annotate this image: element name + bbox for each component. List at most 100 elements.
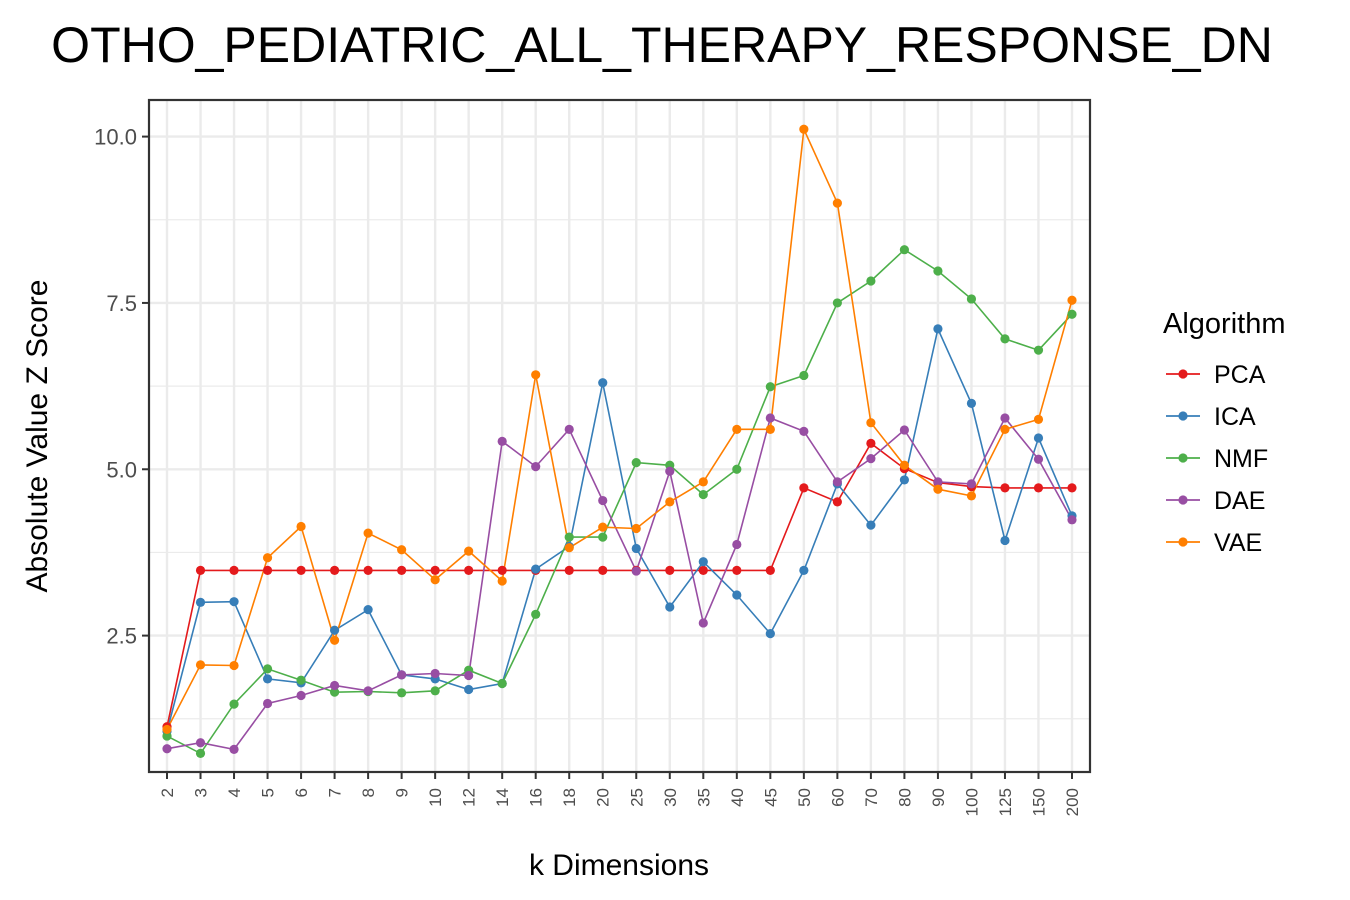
axis-ticks: 2.55.07.510.02 3 4 5 6 7 8 9 10 12 14 16 18 20 25 30 35 4… <box>94 125 1082 817</box>
point-vae-4 <box>229 660 239 671</box>
x-tick-label-90: 90 <box>929 788 948 807</box>
point-dae-90 <box>933 477 943 487</box>
point-dae-10 <box>430 668 440 679</box>
point-ica-16 <box>531 564 541 574</box>
point-pca-35 <box>698 565 708 576</box>
legend-label-dae: DAE <box>1214 487 1265 515</box>
point-vae-45 <box>765 424 775 434</box>
point-nmf-80 <box>899 245 910 255</box>
x-tick-label-4: 4 <box>225 788 244 797</box>
x-tick-label-7: 7 <box>326 788 345 797</box>
point-dae-50 <box>799 426 809 436</box>
series-line-ica <box>166 326 1073 732</box>
point-dae-125 <box>1000 413 1010 423</box>
x-tick-label-70: 70 <box>862 788 881 807</box>
point-ica-30 <box>665 602 675 612</box>
point-dae-18 <box>564 424 574 434</box>
legend-key-point-ica <box>1178 411 1188 421</box>
x-tick-label-100: 100 <box>962 788 981 816</box>
point-ica-50 <box>799 565 809 576</box>
point-dae-30 <box>665 466 675 476</box>
series-line-dae <box>166 416 1073 751</box>
chart-title: OTHO_PEDIATRIC_ALL_THERAPY_RESPONSE_DN <box>51 17 1273 73</box>
point-vae-14 <box>497 576 507 586</box>
legend: Algorithm PCA ICA NMF DAE VAE <box>1163 308 1286 557</box>
point-dae-40 <box>732 539 742 550</box>
point-ica-70 <box>866 520 876 530</box>
point-vae-18 <box>564 543 574 553</box>
point-vae-2 <box>162 724 172 735</box>
point-dae-12 <box>464 670 474 681</box>
point-nmf-10 <box>430 686 440 696</box>
x-tick-label-25: 25 <box>627 788 646 807</box>
y-tick-label-0: 2.5 <box>106 624 137 649</box>
x-tick-label-10: 10 <box>426 788 445 807</box>
point-dae-16 <box>531 462 541 472</box>
point-dae-3 <box>195 738 206 748</box>
point-vae-25 <box>631 523 641 534</box>
point-nmf-70 <box>866 276 876 286</box>
series-lines <box>166 126 1073 755</box>
point-nmf-16 <box>531 609 541 619</box>
point-ica-40 <box>732 590 742 600</box>
y-tick-label-2: 7.5 <box>106 291 137 316</box>
point-pca-200 <box>1067 483 1077 493</box>
point-dae-9 <box>397 670 407 680</box>
point-vae-20 <box>598 522 608 532</box>
point-nmf-125 <box>1000 334 1010 344</box>
point-ica-25 <box>631 543 641 554</box>
point-nmf-200 <box>1067 309 1077 319</box>
x-tick-label-8: 8 <box>359 788 378 797</box>
point-vae-100 <box>966 491 977 501</box>
point-ica-12 <box>464 684 474 695</box>
point-pca-10 <box>430 565 440 576</box>
point-nmf-60 <box>832 298 842 308</box>
point-nmf-14 <box>497 678 507 689</box>
point-dae-70 <box>866 454 876 464</box>
legend-key-point-pca <box>1178 369 1188 379</box>
x-tick-label-16: 16 <box>527 788 546 807</box>
plot-panel-border <box>147 98 1092 774</box>
point-vae-125 <box>1000 424 1010 434</box>
series-points <box>162 124 1077 758</box>
point-dae-20 <box>598 495 608 506</box>
legend-key-point-nmf <box>1178 453 1188 463</box>
point-dae-80 <box>899 425 910 435</box>
point-pca-4 <box>229 565 239 576</box>
x-tick-label-2: 2 <box>158 788 177 797</box>
x-tick-label-200: 200 <box>1063 788 1082 816</box>
point-nmf-6 <box>296 675 306 685</box>
point-ica-7 <box>329 625 340 635</box>
point-nmf-35 <box>698 489 708 500</box>
point-nmf-50 <box>799 370 809 381</box>
point-vae-150 <box>1033 414 1044 424</box>
point-pca-3 <box>195 565 206 576</box>
y-axis-title: Absolute Value Z Score <box>21 280 54 593</box>
point-pca-9 <box>397 565 407 576</box>
point-pca-18 <box>564 565 574 576</box>
legend-key-point-dae <box>1178 495 1188 505</box>
point-vae-3 <box>195 660 206 670</box>
point-nmf-20 <box>598 532 608 542</box>
point-dae-60 <box>832 477 842 487</box>
point-dae-8 <box>363 686 373 696</box>
point-vae-7 <box>329 635 340 645</box>
point-pca-40 <box>732 565 742 576</box>
point-dae-200 <box>1067 515 1077 525</box>
series-line-nmf <box>166 248 1073 755</box>
point-pca-5 <box>262 565 273 576</box>
point-pca-125 <box>1000 483 1010 493</box>
point-pca-14 <box>497 565 507 576</box>
x-tick-label-35: 35 <box>694 788 713 807</box>
point-nmf-18 <box>564 532 574 542</box>
x-tick-label-18: 18 <box>560 788 579 807</box>
point-dae-45 <box>765 413 775 423</box>
point-ica-8 <box>363 605 373 615</box>
point-ica-45 <box>765 629 775 639</box>
point-ica-4 <box>229 597 239 607</box>
x-tick-label-45: 45 <box>761 788 780 807</box>
x-tick-label-20: 20 <box>594 788 613 807</box>
point-vae-10 <box>430 575 440 585</box>
point-vae-90 <box>933 484 943 494</box>
point-ica-20 <box>598 378 608 388</box>
